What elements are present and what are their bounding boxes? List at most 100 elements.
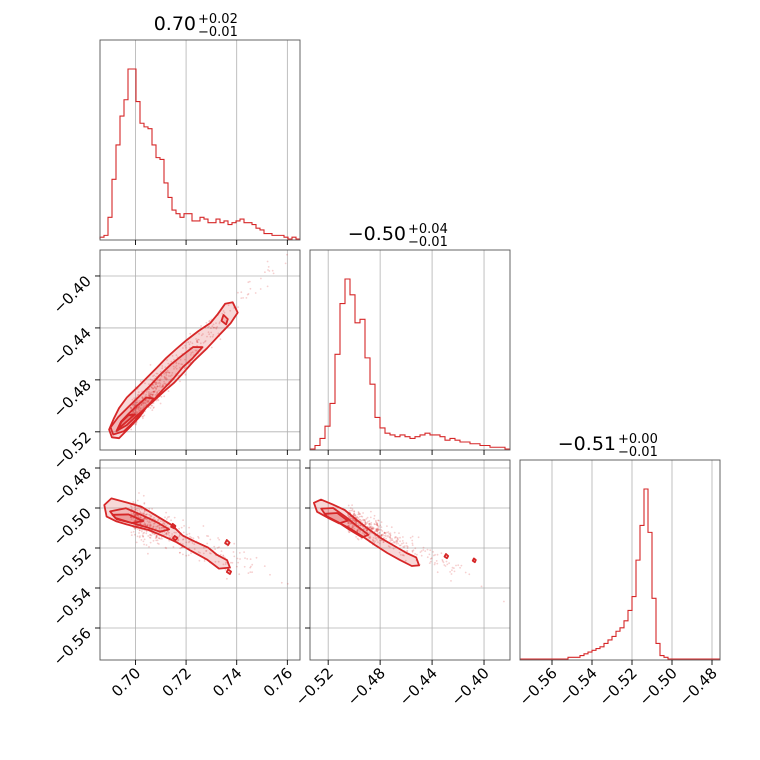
contour-line <box>117 413 136 430</box>
scatter-point <box>376 523 378 526</box>
scatter-point <box>254 292 257 294</box>
scatter-point <box>138 529 141 532</box>
scatter-point <box>354 514 357 516</box>
scatter-point <box>148 513 151 516</box>
contour-line <box>224 539 231 546</box>
scatter-point <box>178 527 181 530</box>
scatter-point <box>130 531 133 534</box>
scatter-point <box>136 394 139 397</box>
scatter-point <box>163 533 166 536</box>
scatter-point <box>158 543 160 545</box>
scatter-point <box>167 533 169 536</box>
scatter-point <box>187 341 190 344</box>
scatter-point <box>247 281 250 284</box>
scatter-point <box>142 512 145 515</box>
scatter-point <box>411 539 414 542</box>
scatter-point <box>167 371 170 374</box>
scatter-point <box>191 542 194 544</box>
scatter-panel-0-1: −0.52 −0.48 −0.44 −0.40 <box>50 249 301 473</box>
scatter-point <box>375 537 378 539</box>
scatter-point <box>150 395 152 398</box>
scatter-point <box>218 546 220 548</box>
scatter-point <box>372 536 375 539</box>
x-tick-label: −0.44 <box>396 664 441 709</box>
scatter-point <box>165 374 168 377</box>
scatter-point <box>132 512 135 515</box>
scatter-point <box>142 540 145 543</box>
scatter-point <box>354 520 356 523</box>
scatter-point <box>284 262 287 265</box>
scatter-point <box>138 509 141 511</box>
scatter-point <box>359 524 362 527</box>
scatter-point <box>360 515 363 518</box>
contour-fill <box>109 302 238 439</box>
panel-frame <box>309 249 511 451</box>
scatter-point <box>368 520 371 522</box>
scatter-point <box>363 532 365 535</box>
scatter-point <box>445 560 448 563</box>
scatter-point <box>144 402 146 404</box>
x-tick-label: −0.40 <box>448 664 493 709</box>
scatter-point <box>147 394 150 397</box>
x-tick-label: −0.48 <box>676 664 721 709</box>
scatter-point <box>237 561 240 564</box>
scatter-point <box>380 526 383 528</box>
scatter-point <box>372 527 375 530</box>
scatter-point <box>371 527 374 530</box>
scatter-point <box>129 516 132 519</box>
x-tick-label: −0.56 <box>516 664 561 709</box>
scatter-point <box>357 524 360 527</box>
scatter-point <box>149 394 152 397</box>
scatter-point <box>145 524 148 527</box>
scatter-point <box>382 533 384 536</box>
scatter-point <box>404 559 407 562</box>
scatter-point <box>247 572 250 574</box>
scatter-point <box>374 530 377 533</box>
scatter-point <box>156 385 159 388</box>
scatter-point <box>143 513 145 516</box>
scatter-point <box>451 569 453 572</box>
scatter-point <box>203 560 206 562</box>
contour-line <box>323 512 349 525</box>
scatter-point <box>137 406 140 408</box>
scatter-point <box>140 512 143 515</box>
scatter-point <box>142 417 144 420</box>
scatter-point <box>206 535 208 537</box>
scatter-point <box>165 532 168 535</box>
scatter-point <box>145 532 148 535</box>
scatter-point <box>173 531 176 534</box>
scatter-point <box>240 297 243 299</box>
scatter-point <box>180 546 183 549</box>
scatter-point <box>353 519 355 521</box>
scatter-point <box>503 600 505 603</box>
scatter-point <box>389 536 392 539</box>
scatter-point <box>352 519 355 522</box>
scatter-point <box>175 367 178 370</box>
scatter-point <box>153 385 156 388</box>
scatter-point <box>436 562 439 565</box>
scatter-point <box>140 404 143 406</box>
scatter-point <box>148 392 151 394</box>
scatter-point <box>157 382 160 385</box>
scatter-point <box>233 555 236 558</box>
scatter-point <box>149 407 152 409</box>
scatter-point <box>376 524 379 527</box>
scatter-point <box>233 542 236 545</box>
scatter-point <box>161 367 164 370</box>
scatter-point <box>229 309 232 312</box>
scatter-point <box>132 501 135 503</box>
scatter-point <box>146 401 148 403</box>
scatter-point <box>397 538 399 541</box>
scatter-point <box>353 513 356 516</box>
scatter-point <box>370 523 373 526</box>
scatter-point <box>143 414 146 417</box>
scatter-point <box>369 516 372 519</box>
scatter-point <box>152 391 155 393</box>
scatter-point <box>139 516 142 519</box>
scatter-point <box>198 338 200 341</box>
histogram-step-line <box>99 68 300 240</box>
scatter-point <box>227 304 230 307</box>
scatter-point <box>145 544 148 546</box>
scatter-point <box>372 539 375 542</box>
scatter-point <box>184 373 187 376</box>
